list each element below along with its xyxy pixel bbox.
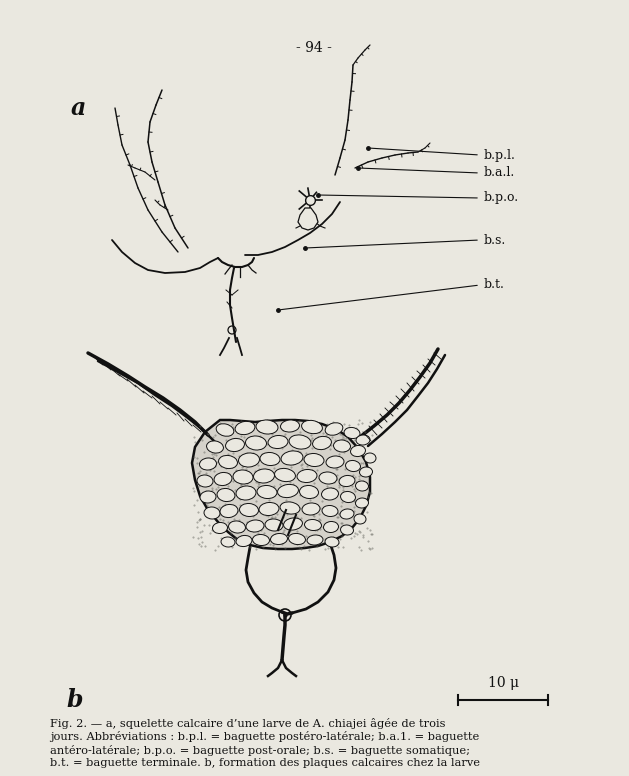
Ellipse shape [304,519,321,531]
Ellipse shape [245,436,267,450]
Ellipse shape [313,436,331,449]
Ellipse shape [364,453,376,463]
Ellipse shape [299,486,318,498]
Text: b.t. = baguette terminale. b, formation des plaques calcaires chez la larve: b.t. = baguette terminale. b, formation … [50,758,480,768]
Ellipse shape [297,469,317,483]
Ellipse shape [350,445,365,456]
Ellipse shape [289,533,306,545]
Ellipse shape [333,440,350,452]
Ellipse shape [238,453,260,467]
Polygon shape [298,208,318,230]
Ellipse shape [319,472,337,484]
Ellipse shape [281,420,299,432]
Ellipse shape [339,476,355,487]
Text: jours. Abbréviations : b.p.l. = baguette postéro-latérale; b.a.1. = baguette: jours. Abbréviations : b.p.l. = baguette… [50,732,479,743]
Ellipse shape [340,525,353,535]
Text: - 94 -: - 94 - [296,41,332,55]
Ellipse shape [340,491,355,503]
Ellipse shape [284,518,303,530]
Text: b.t.: b.t. [484,279,505,292]
Ellipse shape [214,473,232,486]
Ellipse shape [344,428,360,438]
Ellipse shape [257,486,277,498]
Ellipse shape [275,469,296,482]
Ellipse shape [204,507,220,519]
Ellipse shape [355,481,369,491]
Ellipse shape [246,520,264,532]
Ellipse shape [216,424,234,436]
Ellipse shape [340,509,354,519]
Ellipse shape [302,503,320,515]
Ellipse shape [280,502,300,514]
Text: b: b [67,688,83,712]
Text: antéro-latérale; b.p.o. = baguette post-orale; b.s. = baguette somatique;: antéro-latérale; b.p.o. = baguette post-… [50,745,470,756]
Ellipse shape [360,467,372,477]
Ellipse shape [281,451,303,465]
Text: b.p.l.: b.p.l. [484,148,516,161]
Ellipse shape [235,421,255,435]
Ellipse shape [356,435,370,445]
Ellipse shape [256,420,278,434]
Ellipse shape [289,435,311,449]
Ellipse shape [354,514,366,524]
Ellipse shape [213,522,228,534]
Ellipse shape [236,535,252,546]
Ellipse shape [301,421,323,434]
Ellipse shape [323,521,338,532]
Ellipse shape [321,488,338,500]
Ellipse shape [345,460,360,472]
Ellipse shape [228,521,245,533]
Ellipse shape [200,491,216,503]
Ellipse shape [325,537,339,547]
Ellipse shape [322,505,338,517]
Text: a: a [70,96,86,120]
Ellipse shape [253,469,274,483]
Ellipse shape [233,470,253,484]
Ellipse shape [206,441,223,453]
Text: Fig. 2. — a, squelette calcaire d’une larve de A. chiajei âgée de trois: Fig. 2. — a, squelette calcaire d’une la… [50,718,445,729]
Ellipse shape [260,452,280,466]
Ellipse shape [226,438,245,452]
Ellipse shape [221,537,235,547]
Ellipse shape [270,533,287,545]
Ellipse shape [304,453,324,466]
Ellipse shape [252,535,269,546]
Text: b.a.l.: b.a.l. [484,167,515,179]
Ellipse shape [218,456,238,469]
Polygon shape [192,420,370,549]
Ellipse shape [240,504,259,517]
Ellipse shape [265,519,283,531]
Ellipse shape [217,488,235,501]
Ellipse shape [307,535,323,545]
Ellipse shape [197,475,213,487]
Ellipse shape [355,498,369,508]
Ellipse shape [259,503,279,515]
Ellipse shape [326,456,344,468]
Ellipse shape [236,486,256,500]
Text: b.p.o.: b.p.o. [484,192,519,205]
Ellipse shape [268,435,288,449]
Ellipse shape [277,484,298,497]
Text: 10 μ: 10 μ [487,676,518,690]
Ellipse shape [199,458,216,470]
Ellipse shape [220,504,238,518]
Ellipse shape [325,423,343,435]
Text: b.s.: b.s. [484,234,506,247]
